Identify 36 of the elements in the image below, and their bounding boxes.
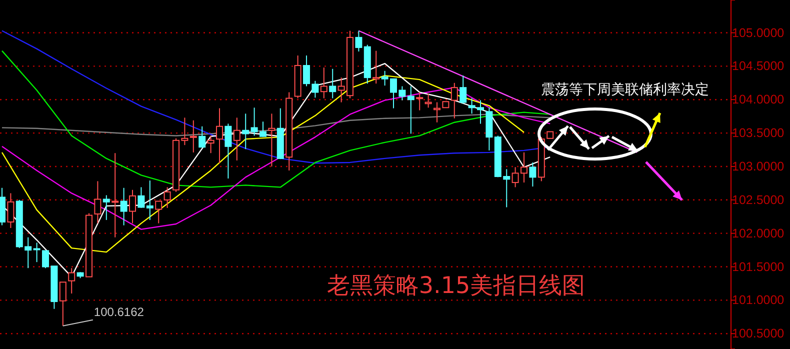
y-tick-label: 104.5000 bbox=[732, 59, 784, 74]
candlestick bbox=[329, 68, 336, 99]
candlestick bbox=[94, 180, 102, 224]
candlestick bbox=[112, 152, 119, 238]
candlestick bbox=[224, 123, 232, 180]
candlestick bbox=[33, 242, 40, 263]
candlestick bbox=[286, 92, 293, 171]
candlestick bbox=[216, 108, 223, 164]
text: 老黑策略3.15美指日线图 bbox=[326, 273, 586, 299]
y-tick-label: 102.0000 bbox=[732, 226, 784, 240]
annotation: 震荡等下周美联储利率决定 bbox=[541, 82, 709, 98]
candlestick bbox=[146, 180, 154, 220]
y-tick-label: 103.5000 bbox=[732, 126, 784, 140]
candlestick bbox=[68, 268, 76, 294]
candlestick bbox=[164, 186, 171, 208]
y-tick-label: 103.0000 bbox=[732, 159, 784, 174]
candlestick bbox=[407, 86, 414, 134]
y-tick-label: 102.5000 bbox=[732, 192, 784, 207]
candlestick bbox=[242, 113, 250, 150]
line-series bbox=[1, 114, 551, 136]
candlestick bbox=[233, 117, 240, 161]
candlestick bbox=[120, 187, 128, 226]
y-tick-label: 104.0000 bbox=[732, 92, 784, 107]
y-tick-label: 101.5000 bbox=[732, 260, 784, 274]
candlestick bbox=[190, 120, 197, 153]
y-tick-label: 105.0000 bbox=[732, 26, 784, 40]
candlestick bbox=[268, 113, 276, 167]
y-tick-label: 101.0000 bbox=[732, 293, 784, 308]
candlestick bbox=[7, 192, 14, 228]
annotation: 100.6162 bbox=[94, 304, 144, 319]
candlestick bbox=[129, 189, 136, 224]
candlestick bbox=[320, 67, 328, 99]
line-series bbox=[1, 74, 525, 253]
y-tick-label: 100.5000 bbox=[732, 326, 784, 341]
candlestick bbox=[434, 102, 440, 123]
candlestick bbox=[207, 135, 214, 154]
